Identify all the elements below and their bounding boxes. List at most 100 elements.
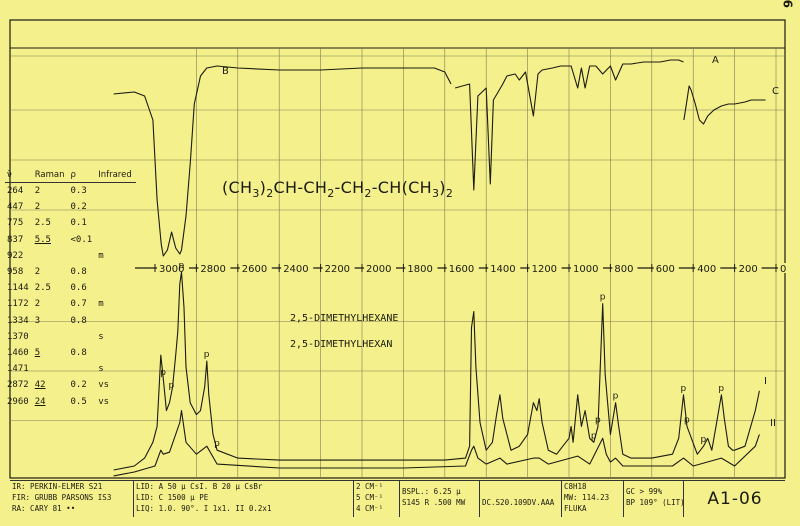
header-rho: ρ xyxy=(68,168,97,183)
header-raman: Raman xyxy=(32,168,69,183)
x-tick-label: 1200 xyxy=(532,264,557,275)
x-tick-label: 1600 xyxy=(449,264,474,275)
cell-rho: 0.8 xyxy=(70,315,87,326)
table-row: 1460 5 0.8 xyxy=(5,345,136,361)
x-tick-label: 400 xyxy=(697,264,716,275)
footer-gc: GC > 99% BP 109° (LIT) xyxy=(624,481,685,517)
cell-infrared xyxy=(96,232,136,248)
x-tick-label-bg xyxy=(529,263,562,273)
x-tick-label-bg xyxy=(736,263,762,273)
compound-name-en: 2,5-DIMETHYLHEXANE xyxy=(290,313,399,324)
table-header: ν̄ Raman ρ Infrared xyxy=(5,168,136,183)
cell-wavenumber: 837 xyxy=(7,234,24,245)
cell-wavenumber: 922 xyxy=(7,250,24,261)
header-wavenumber: ν̄ xyxy=(5,168,33,183)
cell-raman: 24 xyxy=(34,396,46,407)
footer-instruments: IR: PERKIN-ELMER S21 FIR: GRUBB PARSONS I… xyxy=(10,481,134,517)
cell-wavenumber: 447 xyxy=(7,202,24,213)
polarized-band-label: p xyxy=(204,350,210,360)
polarized-band-label: p xyxy=(680,384,686,394)
x-tick-label-bg xyxy=(778,263,789,273)
table-row: 958 2 0.8 xyxy=(5,264,136,280)
x-tick-label-bg xyxy=(322,263,355,273)
cell-raman xyxy=(33,361,69,377)
polarized-band-label: p xyxy=(160,368,166,378)
cell-rho: 0.1 xyxy=(70,218,87,229)
cell-infrared: m xyxy=(98,299,104,310)
x-tick-label-bg xyxy=(612,263,638,273)
x-tick-label: 2800 xyxy=(200,264,225,275)
curve-label-i: I xyxy=(764,376,767,387)
cell-wavenumber: 1471 xyxy=(7,364,29,375)
table-row: 264 2 0.3 xyxy=(5,183,136,200)
table-row: 1334 3 0.8 xyxy=(5,313,136,329)
cell-rho xyxy=(69,248,97,264)
x-tick-label-bg xyxy=(446,263,479,273)
raman-curve-ii xyxy=(113,410,760,477)
curve-label-c: C xyxy=(772,86,779,97)
cell-wavenumber: 1334 xyxy=(7,315,29,326)
sheet-frame xyxy=(9,19,786,479)
table-row: 1370 s xyxy=(5,329,136,345)
cell-rho xyxy=(69,361,97,377)
compound-name-de: 2,5-DIMETHYLHEXAN xyxy=(290,339,393,350)
footer-dc: DC.S20.109DV.AAA xyxy=(480,481,562,517)
cell-raman: 2 xyxy=(34,299,41,310)
polarized-band-label: p xyxy=(600,293,606,303)
cell-infrared: s xyxy=(98,331,104,342)
cell-wavenumber: 264 xyxy=(7,186,24,197)
x-tick-label-bg xyxy=(695,263,721,273)
cell-rho: 0.5 xyxy=(70,396,87,407)
polarized-band-label: p xyxy=(701,435,707,445)
cell-raman: 2.5 xyxy=(34,283,51,294)
cell-raman: 5 xyxy=(34,347,41,358)
ir-curve-a xyxy=(454,59,684,191)
ir-curve-b xyxy=(113,65,452,257)
ir-curve-c xyxy=(683,85,766,125)
cell-rho: 0.2 xyxy=(70,380,87,391)
cell-raman: 2 xyxy=(34,186,41,197)
table-row: 775 2.5 0.1 xyxy=(5,215,136,231)
x-tick-label-bg xyxy=(364,263,396,273)
cell-infrared: m xyxy=(98,250,104,261)
x-tick-label: 800 xyxy=(614,264,633,275)
polarized-band-label: p xyxy=(169,381,175,391)
table-row: 837 5.5 <0.1 xyxy=(5,232,136,248)
polarized-band-label: p xyxy=(595,415,601,425)
raman-curve-i xyxy=(113,271,760,471)
cell-rho: <0.1 xyxy=(70,234,93,245)
footer-sheet-code: A1-06 xyxy=(707,489,763,509)
cell-wavenumber: 1144 xyxy=(7,283,29,294)
cell-wavenumber: 958 xyxy=(7,267,24,278)
polarized-band-label: p xyxy=(591,431,597,441)
cell-infrared xyxy=(96,345,136,361)
cell-infrared xyxy=(96,215,136,231)
cell-raman: 5.5 xyxy=(34,234,51,245)
table-row: 922 m xyxy=(5,248,136,264)
polarized-band-label: p xyxy=(178,261,184,271)
table-row: 2960 24 0.5 vs xyxy=(5,393,136,409)
x-tick-label: 1800 xyxy=(407,264,432,275)
table-row: 1144 2.5 0.6 xyxy=(5,280,136,296)
structural-formula: (CH3)2CH-CH2-CH2-CH(CH3)2 xyxy=(222,178,454,201)
cell-raman xyxy=(33,248,69,264)
cell-wavenumber: 775 xyxy=(7,218,24,229)
x-tick-label: 2200 xyxy=(325,264,350,275)
polarized-band-label: p xyxy=(718,384,724,394)
sheet-code-corner: A1-06 xyxy=(780,0,794,8)
polarized-band-label: p xyxy=(214,439,220,449)
cell-infrared xyxy=(96,199,136,215)
cell-wavenumber: 2872 xyxy=(7,380,29,391)
table-row: 447 2 0.2 xyxy=(5,199,136,215)
cell-rho: 0.3 xyxy=(70,186,87,197)
x-tick-label-bg xyxy=(198,263,231,273)
x-tick-label-bg xyxy=(488,263,521,273)
cell-rho xyxy=(69,329,97,345)
cell-rho: 0.8 xyxy=(70,267,87,278)
footer-sample-cells: LID: A 50 μ CsI. B 20 μ CsBr LID: C 1500 … xyxy=(134,481,354,517)
polarized-band-label: p xyxy=(684,415,690,425)
cell-raman: 42 xyxy=(34,380,46,391)
x-tick-label: 2600 xyxy=(242,264,267,275)
x-tick-label: 1400 xyxy=(490,264,515,275)
